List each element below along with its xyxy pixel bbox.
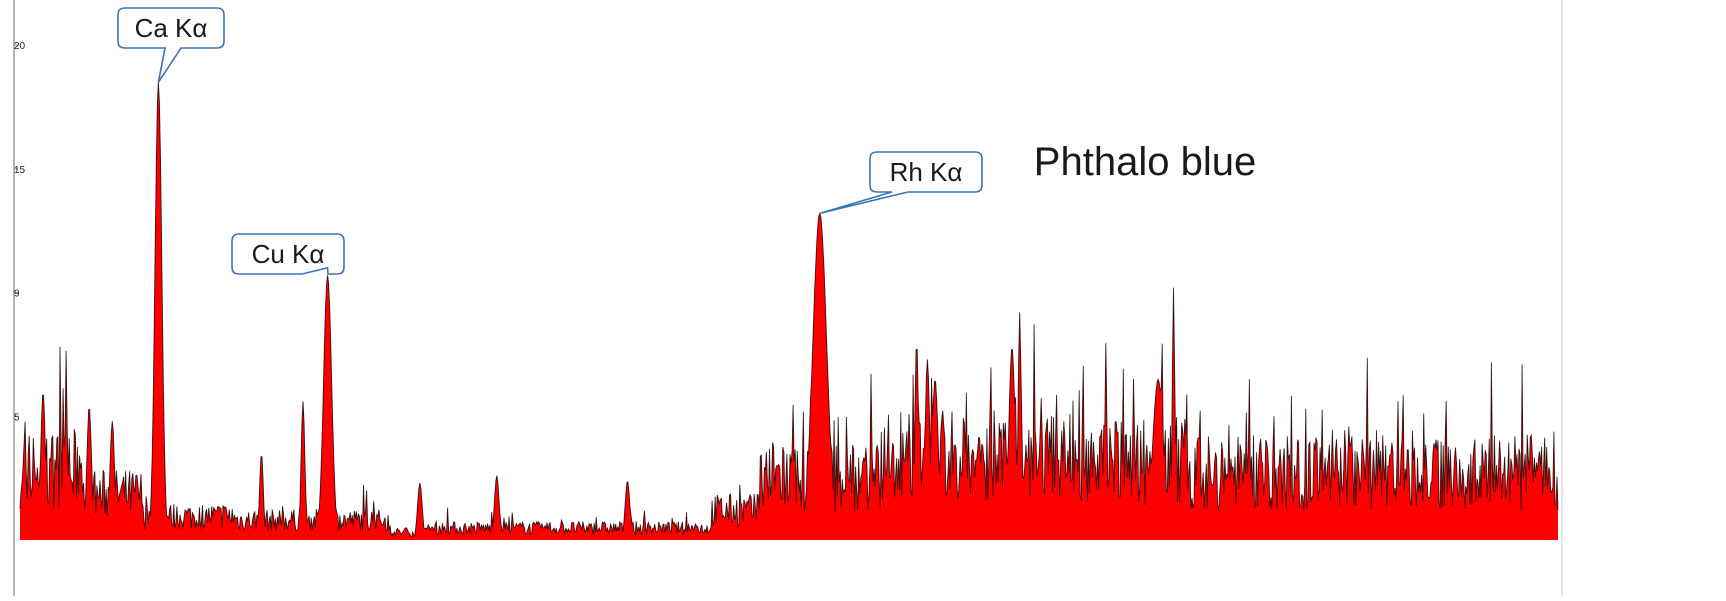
callout-label: Rh Kα bbox=[890, 157, 963, 187]
callout-label: Ca Kα bbox=[135, 13, 208, 43]
callout-ca: Ca Kα bbox=[117, 7, 225, 83]
sample-label: Phthalo blue bbox=[1034, 140, 1256, 184]
y-tick-label: 20 bbox=[14, 41, 26, 52]
y-tick-label: 15 bbox=[14, 165, 26, 176]
spectrum-fill bbox=[20, 82, 1558, 540]
callout-bubble bbox=[231, 233, 345, 275]
plot-frame bbox=[13, 0, 1563, 596]
spectrum-outline bbox=[19, 82, 1559, 538]
callout-rh: Rh Kα bbox=[819, 151, 983, 215]
y-tick-label: 9 bbox=[14, 289, 20, 300]
callout-bubble bbox=[117, 7, 225, 83]
callout-bubble bbox=[819, 151, 983, 215]
spectrum-area bbox=[19, 82, 1559, 540]
y-tick-label: 5 bbox=[14, 412, 20, 423]
peak-annotations: Ca Kα Cu Kα Rh Kα bbox=[117, 7, 983, 275]
y-axis: 20 15 9 5 bbox=[14, 41, 26, 423]
callout-cu: Cu Kα bbox=[231, 233, 345, 275]
callout-label: Cu Kα bbox=[252, 239, 325, 269]
